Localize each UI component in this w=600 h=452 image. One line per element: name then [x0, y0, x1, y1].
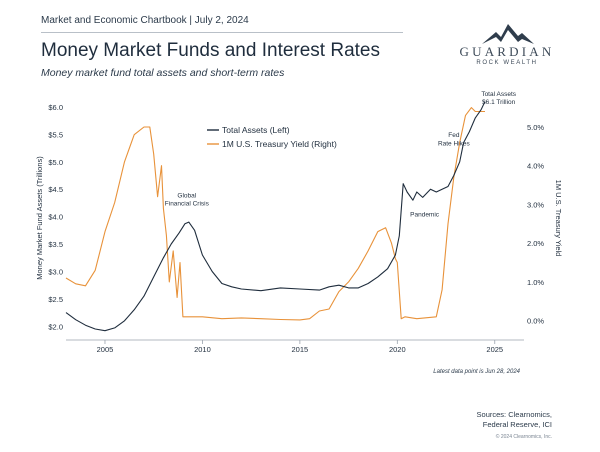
logo-name: GUARDIAN: [459, 44, 555, 59]
chartbook-header: Market and Economic Chartbook | July 2, …: [41, 15, 249, 26]
y2-tick-label-2: 2.0%: [527, 239, 544, 248]
y2-tick-label-4: 4.0%: [527, 162, 544, 171]
header-divider: [41, 32, 403, 33]
y2-tick-label-3: 3.0%: [527, 200, 544, 209]
mountain-logo-icon: [482, 24, 534, 44]
annotation-4: Rate Hikes: [438, 140, 471, 147]
logo-tagline: ROCK WEALTH: [476, 60, 538, 66]
annotation-1: Financial Crisis: [165, 201, 210, 208]
y-tick-label-1: $2.5: [48, 295, 63, 304]
annotation-2: Pandemic: [410, 212, 440, 219]
y-tick-label-2: $3.0: [48, 267, 63, 276]
y2-axis-label: 1M U.S. Treasury Yield: [554, 180, 563, 257]
x-tick-label-2025: 2025: [486, 345, 503, 354]
series-line-assets: [65, 101, 486, 332]
y-tick-label-3: $3.5: [48, 240, 63, 249]
series-layer: [65, 101, 486, 332]
y-tick-label-5: $4.5: [48, 185, 63, 194]
sources-line-2: Federal Reserve, ICI: [482, 420, 552, 429]
page-subtitle: Money market fund total assets and short…: [41, 67, 285, 79]
y2-tick-label-0: 0.0%: [527, 317, 544, 326]
page-title: Money Market Funds and Interest Rates: [41, 40, 380, 61]
y-tick-label-8: $6.0: [48, 103, 63, 112]
legend-label-yield: 1M U.S. Treasury Yield (Right): [222, 139, 337, 149]
series-line-yield: [65, 107, 485, 321]
annotation-3: Fed: [448, 132, 460, 139]
x-tick-label-2020: 2020: [389, 345, 406, 354]
legend: Total Assets (Left) 1M U.S. Treasury Yie…: [207, 125, 337, 149]
y-tick-label-4: $4.0: [48, 213, 63, 222]
copyright: © 2024 Clearnomics, Inc.: [495, 434, 552, 440]
sources-text: Sources: Clearnomics, Federal Reserve, I…: [432, 410, 552, 430]
annotation-5: Total Assets: [481, 91, 516, 98]
latest-data-note: Latest data point is Jun 28, 2024: [433, 369, 520, 375]
x-tick-label-2015: 2015: [292, 345, 309, 354]
y2-tick-label-5: 5.0%: [527, 123, 544, 132]
annotation-6: $6.1 Trillion: [482, 99, 516, 106]
y-tick-label-7: $5.5: [48, 130, 63, 139]
y-tick-label-0: $2.0: [48, 322, 63, 331]
sources-line-1: Sources: Clearnomics,: [476, 410, 552, 419]
y2-tick-label-1: 1.0%: [527, 278, 544, 287]
y-axis-label: Money Market Fund Assets (Trillions): [35, 156, 44, 280]
legend-label-assets: Total Assets (Left): [222, 125, 290, 135]
x-tick-label-2010: 2010: [194, 345, 211, 354]
x-tick-label-2005: 2005: [97, 345, 114, 354]
annotation-0: Global: [177, 192, 196, 199]
y-tick-label-6: $5.0: [48, 158, 63, 167]
axes-layer: 2005 2010 2015 2020 2025 $2.0 $2.5 $3.0 $3.5 $4.0…: [48, 103, 544, 354]
